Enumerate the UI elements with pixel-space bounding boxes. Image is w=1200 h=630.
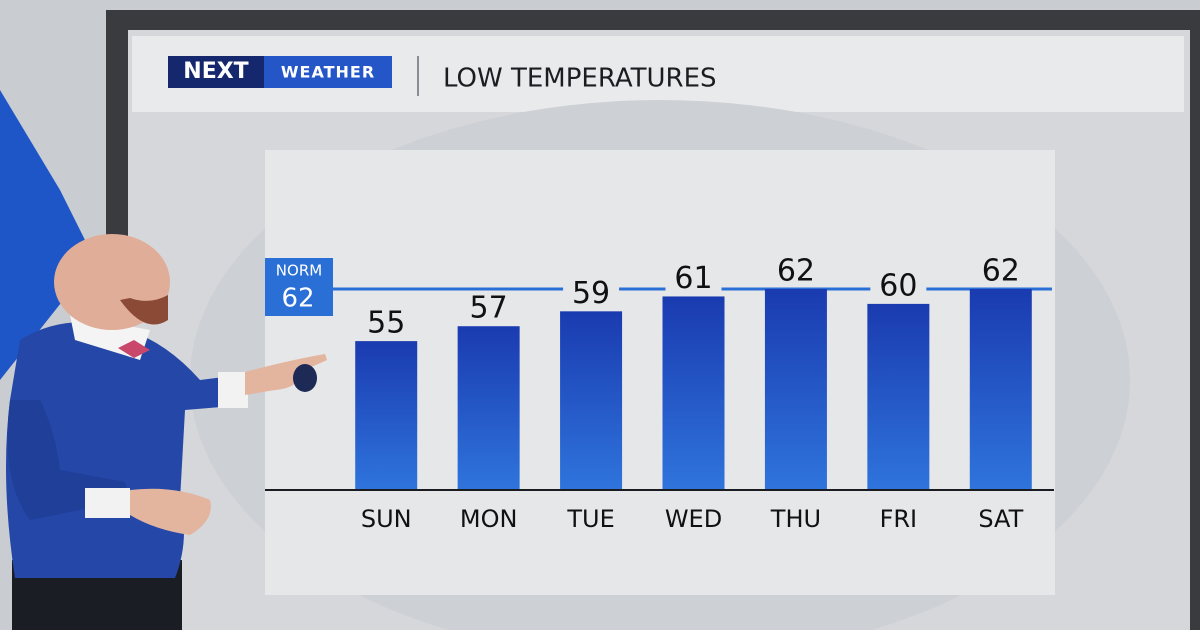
value-label-bg xyxy=(767,255,824,285)
value-label: 55 xyxy=(367,306,405,341)
bar xyxy=(867,303,930,490)
bar xyxy=(560,311,623,490)
logo-text-bg xyxy=(264,56,392,88)
x-tick-label: WED xyxy=(665,505,722,533)
studio-accent xyxy=(0,90,95,380)
value-label-bg xyxy=(665,262,722,293)
presenter xyxy=(6,234,327,630)
normal-box xyxy=(265,258,333,316)
value-label-bg xyxy=(563,277,620,308)
value-label: 62 xyxy=(777,254,815,289)
value-label-bg xyxy=(870,269,927,300)
x-tick-label: MON xyxy=(460,505,518,533)
value-label: 60 xyxy=(879,268,917,303)
x-tick-label: SUN xyxy=(361,505,412,533)
logo-text: WEATHER xyxy=(281,63,375,82)
bar xyxy=(969,289,1032,490)
value-label-bg xyxy=(358,307,415,338)
value-label-bg xyxy=(972,255,1029,285)
x-tick-label: SAT xyxy=(978,505,1023,533)
value-label-bg xyxy=(460,292,517,323)
value-label: 57 xyxy=(470,291,508,326)
normal-value: 62 xyxy=(281,284,314,314)
plot: NORM 62 55 SUN 57 MON 59 TUE 61 WED 62 THU 60 FRI 62 SA… xyxy=(265,254,1054,533)
value-label: 62 xyxy=(982,254,1020,289)
value-label: 59 xyxy=(572,276,610,311)
chart-title: LOW TEMPERATURES xyxy=(443,64,717,94)
normal-label: NORM xyxy=(276,262,322,280)
logo-mark: NEXT xyxy=(183,59,248,84)
logo-mark-bg xyxy=(168,56,264,88)
bar xyxy=(764,289,827,490)
value-label: 61 xyxy=(674,261,712,296)
x-tick-label: TUE xyxy=(566,505,614,533)
bar xyxy=(662,296,725,490)
x-tick-label: THU xyxy=(770,505,821,533)
x-tick-label: FRI xyxy=(880,505,918,533)
bar xyxy=(457,326,520,490)
bar xyxy=(355,341,418,490)
